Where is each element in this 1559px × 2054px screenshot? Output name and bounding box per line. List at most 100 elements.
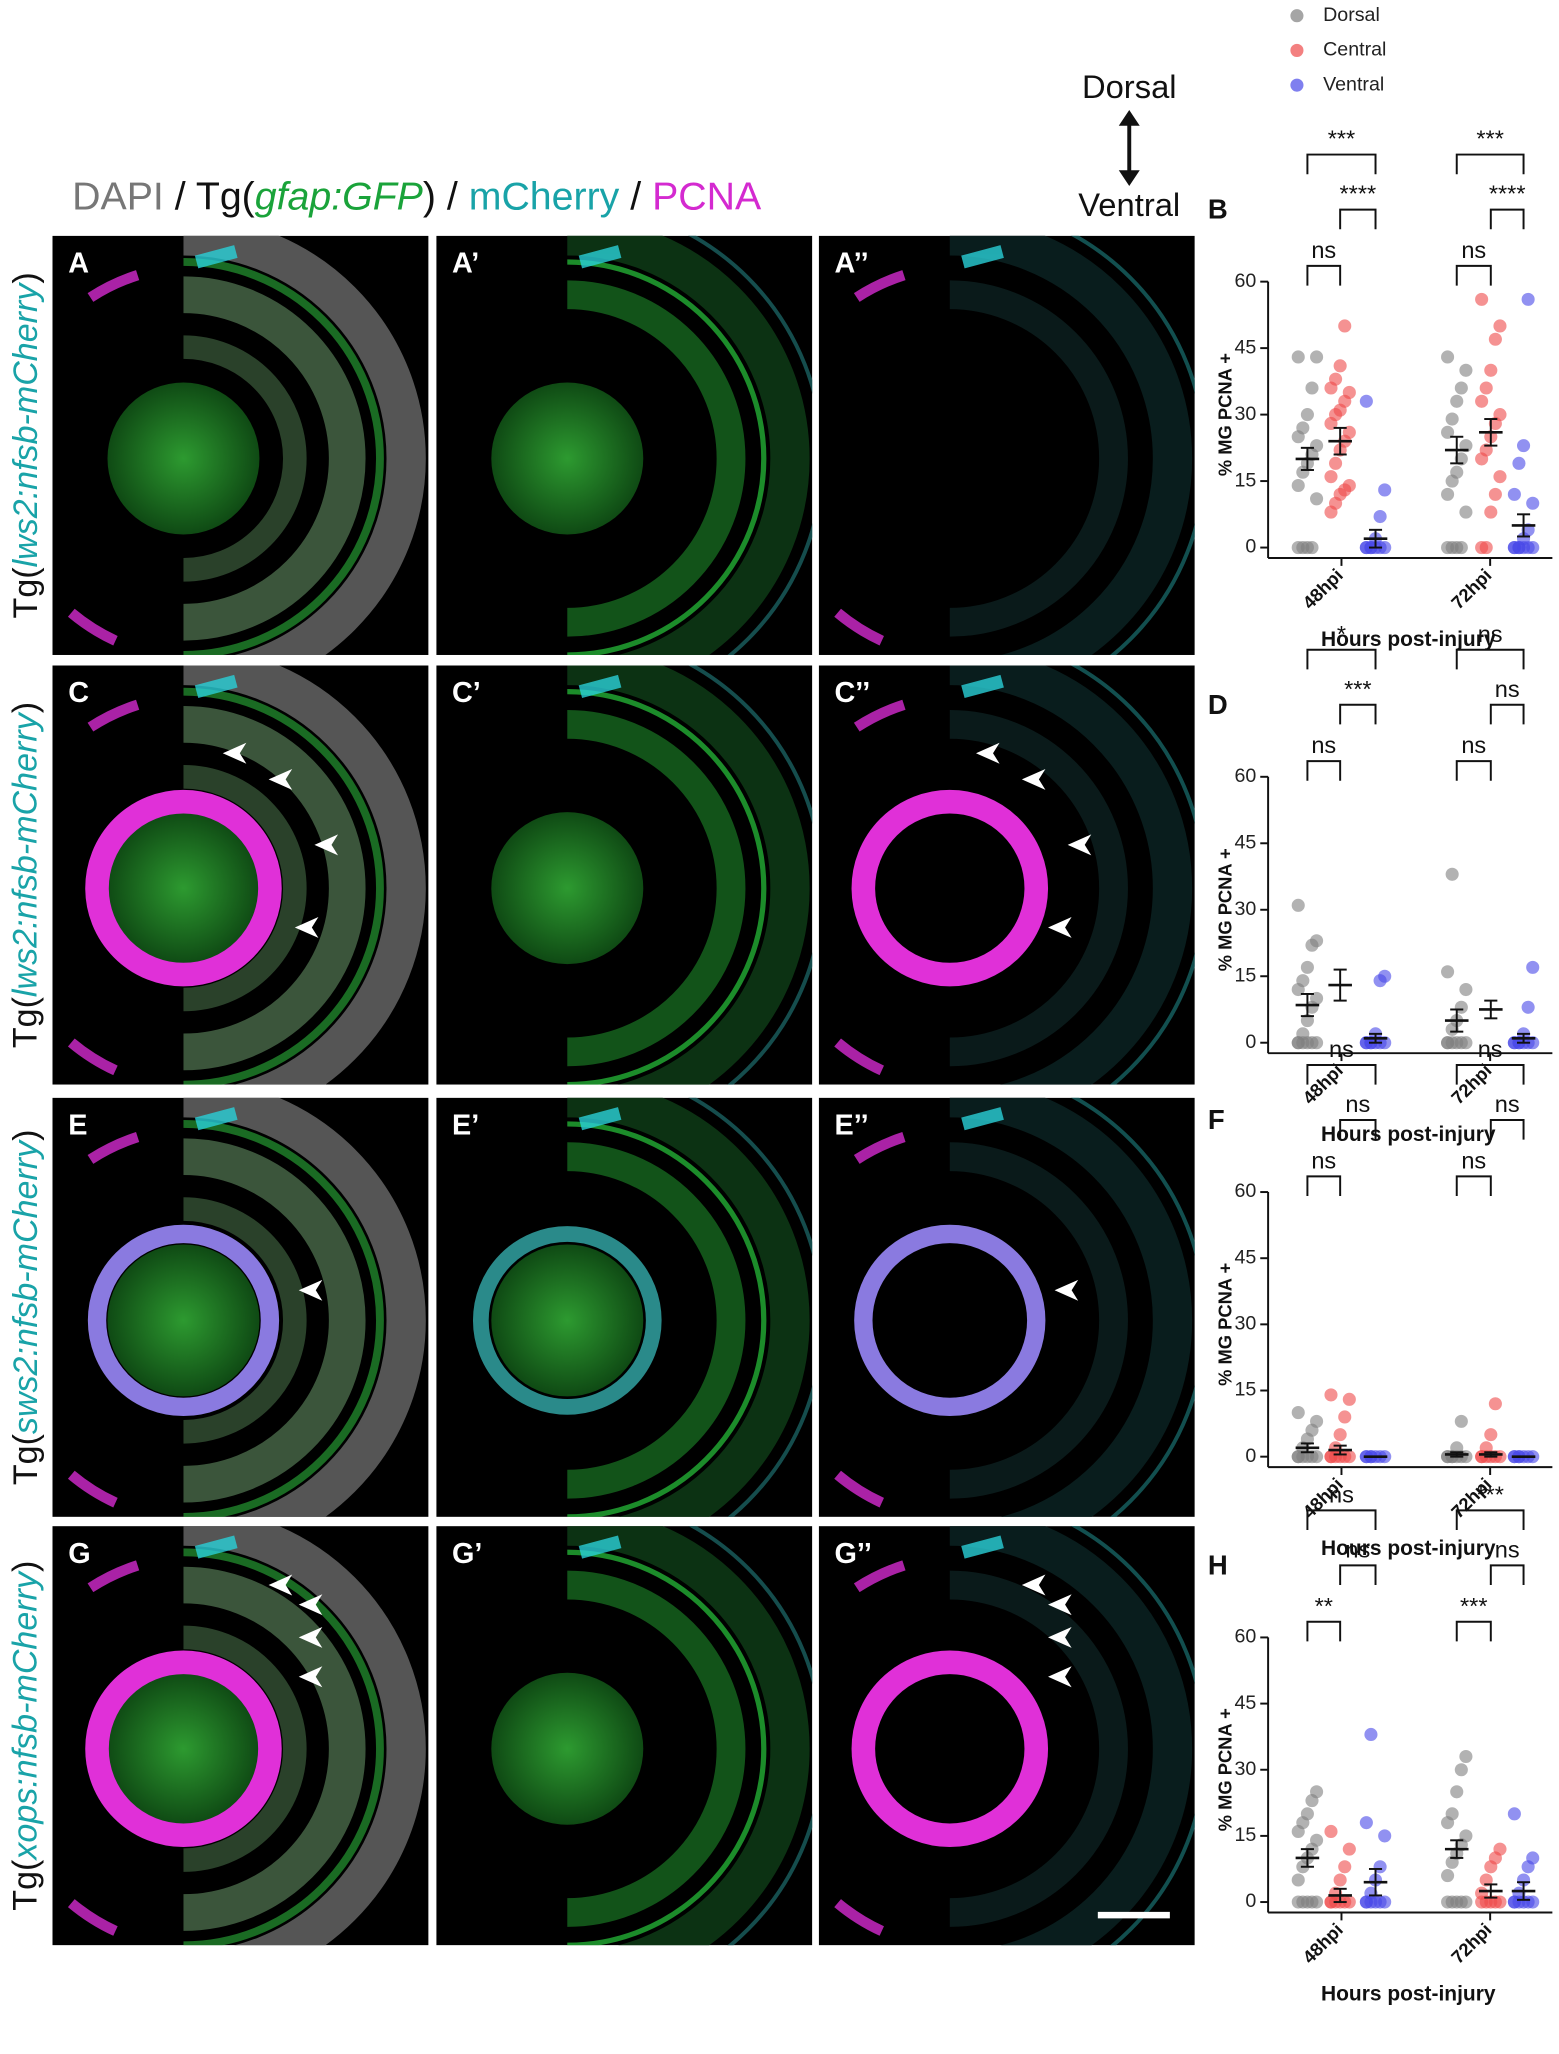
- legend-swatch: [1290, 43, 1304, 57]
- x-axis-label: Hours post-injury: [1321, 628, 1496, 651]
- retina-layer: [949, 1142, 1128, 1499]
- significance-bracket: [1489, 1564, 1525, 1586]
- significance-label: ****: [1489, 181, 1526, 207]
- legend-swatch: [1290, 78, 1304, 92]
- data-point: [1359, 394, 1373, 408]
- data-point: [1342, 1842, 1356, 1856]
- row-label-part: sws2:nfsb-mCherry: [7, 1139, 45, 1434]
- x-tick-label: 48hpi: [1298, 564, 1347, 613]
- data-point: [1296, 421, 1310, 435]
- data-point: [1493, 408, 1507, 422]
- data-point: [1373, 1860, 1387, 1874]
- significance-label: ns: [1461, 732, 1486, 758]
- data-point: [1441, 350, 1455, 364]
- retina-layer: [183, 258, 384, 655]
- panel-label: C’: [452, 677, 481, 709]
- data-point: [1459, 505, 1473, 519]
- title-part: /: [619, 175, 652, 219]
- panel-label: C: [68, 677, 89, 709]
- significance-label: ns: [1461, 1147, 1486, 1173]
- arrowhead: [268, 768, 293, 790]
- data-point: [1291, 1873, 1305, 1887]
- data-point: [1300, 1807, 1314, 1821]
- lens: [491, 1672, 644, 1825]
- lens-ring: [851, 1650, 1049, 1848]
- data-point: [1526, 496, 1540, 510]
- data-point: [1338, 319, 1352, 333]
- lens: [491, 382, 644, 535]
- data-point: [1488, 1397, 1502, 1411]
- significance-bracket: [1306, 153, 1377, 175]
- significance-label: ns: [1461, 237, 1486, 263]
- retina-layer: [183, 1097, 426, 1517]
- retina-layer: [567, 1097, 810, 1517]
- significance-bracket: [1455, 1175, 1492, 1196]
- data-point: [1310, 1414, 1324, 1428]
- significance-label: ns: [1495, 1537, 1520, 1563]
- data-point: [1300, 408, 1314, 422]
- significance-label: **: [1315, 1593, 1333, 1619]
- data-point: [1310, 1036, 1324, 1050]
- retina-layer: [949, 235, 1193, 655]
- x-tick-label: 72hpi: [1447, 1060, 1496, 1109]
- data-point: [1373, 509, 1387, 524]
- retina-layer: [949, 665, 1193, 1085]
- data-point: [1493, 319, 1507, 333]
- significance-label: ns: [1329, 1036, 1354, 1062]
- micrograph: [436, 665, 813, 1085]
- data-point: [1310, 934, 1324, 948]
- data-point: [1441, 1036, 1455, 1050]
- data-point: [1484, 363, 1498, 377]
- significance-label: ns: [1311, 237, 1336, 263]
- y-tick-label: 15: [1234, 1379, 1256, 1401]
- data-point: [1291, 350, 1305, 364]
- data-point: [1484, 505, 1498, 519]
- data-point: [1507, 1807, 1521, 1821]
- lens-ring: [85, 789, 282, 987]
- x-tick-label: 48hpi: [1298, 1919, 1347, 1968]
- data-point: [1329, 372, 1343, 386]
- data-point: [1310, 350, 1324, 364]
- retina-layer: [183, 335, 307, 582]
- row-label-part: ): [7, 702, 45, 713]
- data-point: [1333, 359, 1347, 373]
- data-point: [1454, 1763, 1468, 1777]
- y-tick-label: 30: [1234, 898, 1256, 920]
- lens: [107, 1672, 260, 1825]
- cmz-band: [578, 245, 622, 269]
- panel-label: A: [68, 247, 89, 279]
- data-point: [1484, 1428, 1498, 1442]
- retina-layer: [183, 1625, 307, 1872]
- legend-swatch: [1290, 9, 1304, 23]
- lens: [491, 812, 644, 965]
- data-point: [1342, 1895, 1356, 1909]
- x-tick-label: 48hpi: [1298, 1060, 1347, 1109]
- panel-label: G’: [452, 1538, 482, 1570]
- lens: [107, 382, 260, 535]
- title-part: PCNA: [652, 175, 762, 219]
- data-point: [1310, 1785, 1324, 1799]
- significance-bracket: [1455, 1509, 1525, 1531]
- y-tick-label: 15: [1234, 469, 1256, 491]
- micrograph: [818, 1097, 1195, 1517]
- retina-layer: [567, 1121, 767, 1517]
- panel-label: G: [68, 1538, 90, 1570]
- lens: [491, 1244, 644, 1397]
- arrowhead: [268, 1574, 293, 1596]
- title-part: mCherry: [469, 175, 620, 219]
- cmz-band: [578, 1107, 622, 1131]
- retina-layer: [183, 235, 426, 655]
- panel-letter: D: [1208, 689, 1228, 720]
- y-tick-label: 15: [1234, 1824, 1256, 1846]
- data-point: [1342, 425, 1356, 439]
- data-point: [1324, 1824, 1338, 1839]
- data-point: [1445, 1807, 1459, 1821]
- data-point: [1342, 1450, 1356, 1464]
- y-tick-label: 0: [1245, 536, 1256, 558]
- row-label-part: ): [7, 1561, 45, 1572]
- significance-label: ns: [1329, 1482, 1354, 1508]
- cmz-band: [961, 1535, 1004, 1559]
- significance-bracket: [1339, 1119, 1377, 1140]
- significance-label: ns: [1311, 1147, 1336, 1173]
- arrowhead: [1067, 834, 1092, 856]
